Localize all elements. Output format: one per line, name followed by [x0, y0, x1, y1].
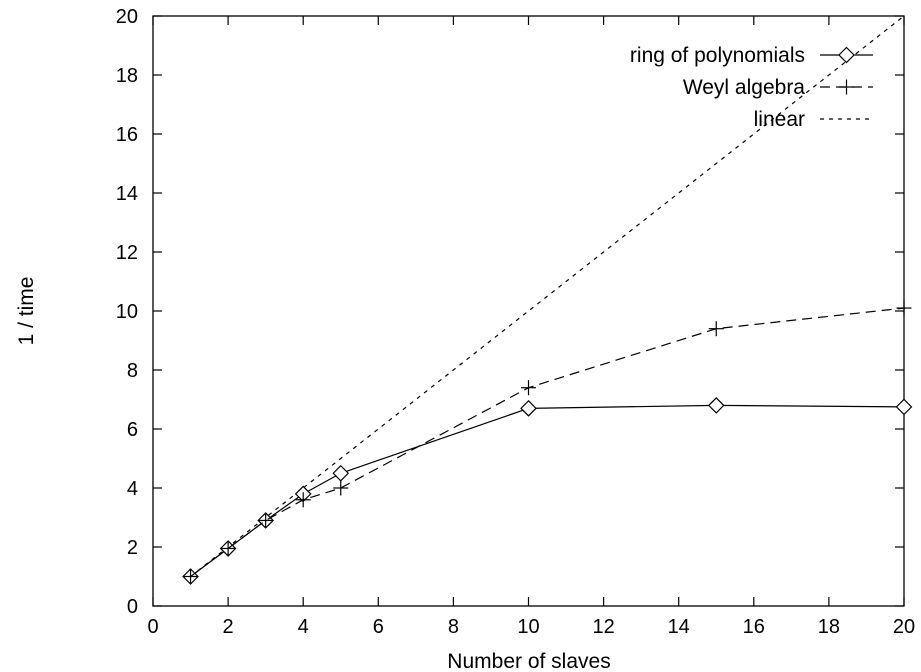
data-point-diamond [707, 397, 725, 414]
series-line [190, 307, 905, 577]
data-point-plus [708, 321, 724, 337]
y-tick-label: 14 [116, 183, 138, 205]
y-tick-label: 18 [116, 65, 138, 87]
x-tick-label: 10 [517, 616, 539, 638]
data-point-diamond [332, 464, 350, 482]
x-tick-label: 20 [893, 616, 915, 638]
legend-label: ring of polynomials [630, 44, 805, 67]
x-tick-label: 16 [743, 616, 765, 638]
y-tick-label: 0 [127, 596, 138, 618]
y-tick-label: 2 [127, 537, 138, 559]
axes: 0 2 4 6 8 10 12 14 16 18 20 0 2 4 6 8 10 12 14 16 18 20 [116, 6, 915, 638]
y-tick-label: 20 [116, 6, 138, 28]
series-line [190, 404, 905, 577]
x-tick-label: 0 [147, 616, 158, 638]
series-ring-of-polynomials [182, 397, 913, 585]
x-tick-label: 8 [448, 616, 459, 638]
data-point-plus [295, 492, 311, 508]
data-point-plus [896, 300, 912, 316]
data-point-diamond [520, 400, 537, 417]
legend: ring of polynomials Weyl algebra linear [630, 44, 873, 131]
y-tick-label: 10 [116, 301, 138, 323]
y-tick-label: 12 [116, 242, 138, 264]
series-layer [182, 15, 913, 585]
x-tick-label: 4 [298, 616, 309, 638]
x-tick-label: 18 [818, 616, 840, 638]
series-line [190, 15, 905, 577]
legend-label: linear [754, 108, 805, 131]
data-point-diamond [895, 398, 913, 416]
legend-marker-diamond [838, 46, 855, 64]
x-tick-label: 14 [668, 616, 690, 638]
y-tick-label: 16 [116, 124, 138, 146]
legend-marker-plus [839, 79, 854, 95]
x-axis-title: Number of slaves [447, 650, 610, 672]
data-point-plus [220, 540, 236, 556]
x-tick-label: 2 [223, 616, 234, 638]
x-tick-label: 12 [592, 616, 614, 638]
y-tick-label: 6 [127, 419, 138, 441]
x-tick-label: 6 [373, 616, 384, 638]
data-point-plus [521, 380, 536, 396]
series-weyl-algebra [183, 300, 912, 584]
data-point-plus [333, 480, 349, 496]
y-axis-title: 1 / time [15, 277, 38, 346]
y-tick-label: 8 [127, 360, 138, 382]
data-point-plus [258, 512, 274, 528]
y-tick-label: 4 [127, 478, 138, 500]
legend-label: Weyl algebra [683, 76, 805, 99]
series-linear [190, 15, 905, 577]
data-point-plus [183, 569, 199, 584]
